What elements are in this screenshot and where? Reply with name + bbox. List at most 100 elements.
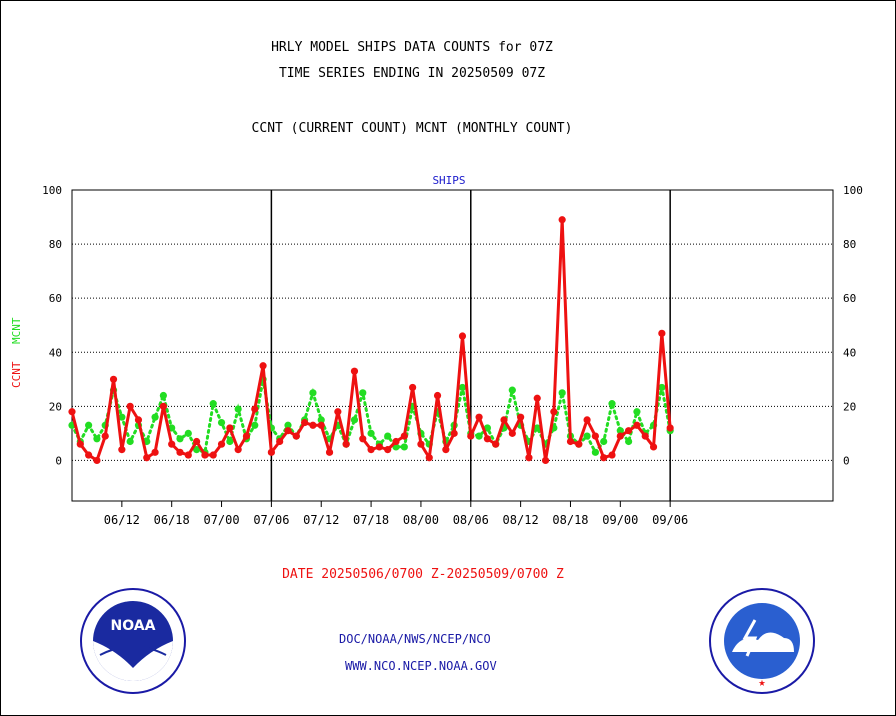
ccnt-point-51 bbox=[492, 440, 500, 448]
ccnt-point-3 bbox=[93, 456, 101, 465]
ccnt-point-27 bbox=[292, 432, 300, 440]
y-tick-right-0: 0 bbox=[843, 454, 850, 467]
mcnt-point-22 bbox=[251, 421, 259, 429]
ccnt-point-45 bbox=[442, 446, 450, 454]
mcnt-point-35 bbox=[359, 389, 367, 397]
panel-title: SHIPS bbox=[432, 174, 465, 187]
ccnt-point-68 bbox=[633, 421, 641, 429]
ccnt-point-60 bbox=[566, 437, 575, 446]
ccnt-point-43 bbox=[425, 454, 433, 462]
ccnt-point-70 bbox=[649, 443, 658, 451]
ccnt-point-61 bbox=[575, 440, 583, 448]
ccnt-point-59 bbox=[558, 216, 566, 224]
mcnt-point-64 bbox=[600, 437, 608, 446]
mcnt-point-30 bbox=[317, 416, 325, 424]
ccnt-point-72 bbox=[666, 424, 674, 432]
ccnt-point-1 bbox=[76, 440, 84, 448]
ccnt-point-62 bbox=[583, 416, 591, 424]
series-line-ccnt bbox=[70, 218, 672, 462]
ccnt-point-65 bbox=[608, 451, 616, 459]
ccnt-point-21 bbox=[242, 432, 251, 440]
noaa-logo: NOAA bbox=[80, 588, 186, 694]
ccnt-point-5 bbox=[109, 375, 118, 383]
mcnt-point-38 bbox=[384, 432, 392, 440]
mcnt-point-2 bbox=[85, 421, 93, 429]
ccnt-point-69 bbox=[641, 432, 649, 440]
mcnt-point-13 bbox=[176, 435, 184, 443]
ccnt-point-32 bbox=[334, 408, 342, 416]
ccnt-point-64 bbox=[600, 454, 608, 462]
ccnt-point-40 bbox=[400, 432, 408, 440]
ccnt-point-42 bbox=[417, 440, 425, 448]
ccnt-point-63 bbox=[591, 432, 599, 440]
ccnt-point-11 bbox=[159, 402, 167, 410]
ccnt-point-20 bbox=[234, 446, 242, 454]
mcnt-point-56 bbox=[533, 424, 541, 432]
ccnt-point-0 bbox=[68, 408, 76, 416]
ccnt-point-16 bbox=[201, 451, 209, 459]
ccnt-point-12 bbox=[168, 440, 176, 448]
x-tick-label-11: 09/06 bbox=[652, 513, 688, 527]
ccnt-point-39 bbox=[392, 437, 400, 446]
org-line-text: DOC/NOAA/NWS/NCEP/NCO bbox=[339, 632, 491, 646]
mcnt-point-47 bbox=[458, 383, 467, 392]
mcnt-point-66 bbox=[616, 427, 624, 435]
ccnt-point-57 bbox=[541, 456, 550, 465]
ccnt-point-71 bbox=[658, 329, 666, 337]
ccnt-point-18 bbox=[217, 440, 226, 448]
ccnt-point-66 bbox=[616, 432, 624, 440]
ccnt-point-52 bbox=[500, 416, 508, 424]
mcnt-point-19 bbox=[226, 437, 234, 446]
mcnt-point-3 bbox=[93, 435, 101, 443]
y-tick-left-100: 100 bbox=[42, 184, 62, 197]
y-label-mcnt: MCNT bbox=[10, 317, 23, 344]
ccnt-point-33 bbox=[342, 440, 350, 448]
ccnt-point-4 bbox=[101, 432, 109, 440]
chart-subtitle: CCNT (CURRENT COUNT) MCNT (MONTHLY COUNT… bbox=[252, 121, 573, 136]
y-tick-right-100: 100 bbox=[843, 184, 863, 197]
noaa-logo-text: NOAA bbox=[111, 618, 156, 634]
ccnt-point-23 bbox=[259, 362, 267, 370]
ccnt-point-13 bbox=[176, 448, 184, 456]
nws-logo: ★ bbox=[709, 588, 815, 694]
y-tick-right-80: 80 bbox=[843, 238, 856, 251]
y-tick-left-80: 80 bbox=[49, 238, 62, 251]
mcnt-point-6 bbox=[118, 413, 126, 421]
ccnt-point-26 bbox=[284, 427, 292, 435]
mcnt-point-15 bbox=[193, 446, 201, 454]
ccnt-point-55 bbox=[525, 454, 533, 462]
ccnt-point-48 bbox=[467, 432, 475, 440]
x-tick-label-2: 07/00 bbox=[203, 513, 239, 527]
ccnt-point-47 bbox=[458, 332, 467, 340]
mcnt-point-40 bbox=[400, 443, 408, 451]
ccnt-point-36 bbox=[367, 446, 375, 454]
x-tick-layer: 06/12 06/18 07/00 07/06 07/12 07/18 08/00 08/06… bbox=[104, 501, 688, 527]
ccnt-point-9 bbox=[143, 454, 151, 462]
ccnt-point-53 bbox=[508, 429, 516, 437]
ccnt-point-56 bbox=[533, 394, 541, 402]
mcnt-point-53 bbox=[508, 386, 516, 394]
mcnt-point-26 bbox=[284, 421, 292, 429]
ccnt-point-30 bbox=[317, 421, 325, 429]
ccnt-point-28 bbox=[301, 418, 309, 427]
ccnt-point-58 bbox=[550, 408, 558, 416]
ccnt-point-14 bbox=[184, 451, 192, 459]
x-tick-label-3: 07/06 bbox=[253, 513, 289, 527]
y-tick-right-40: 40 bbox=[843, 346, 856, 359]
mcnt-point-63 bbox=[591, 448, 599, 456]
mcnt-point-20 bbox=[234, 405, 242, 413]
ccnt-point-6 bbox=[118, 446, 126, 454]
ccnt-point-38 bbox=[384, 446, 392, 454]
ccnt-point-54 bbox=[517, 413, 525, 421]
mcnt-point-7 bbox=[126, 437, 134, 446]
y-tick-left-20: 20 bbox=[49, 400, 62, 413]
y-tick-right-20: 20 bbox=[843, 400, 856, 413]
y-tick-left-40: 40 bbox=[49, 346, 62, 359]
ccnt-point-17 bbox=[209, 451, 217, 459]
mcnt-point-68 bbox=[633, 408, 641, 416]
ccnt-point-10 bbox=[151, 448, 159, 456]
mcnt-point-36 bbox=[367, 429, 375, 437]
mcnt-point-10 bbox=[151, 413, 159, 421]
website-link[interactable]: WWW.NCO.NCEP.NOAA.GOV bbox=[345, 659, 497, 673]
